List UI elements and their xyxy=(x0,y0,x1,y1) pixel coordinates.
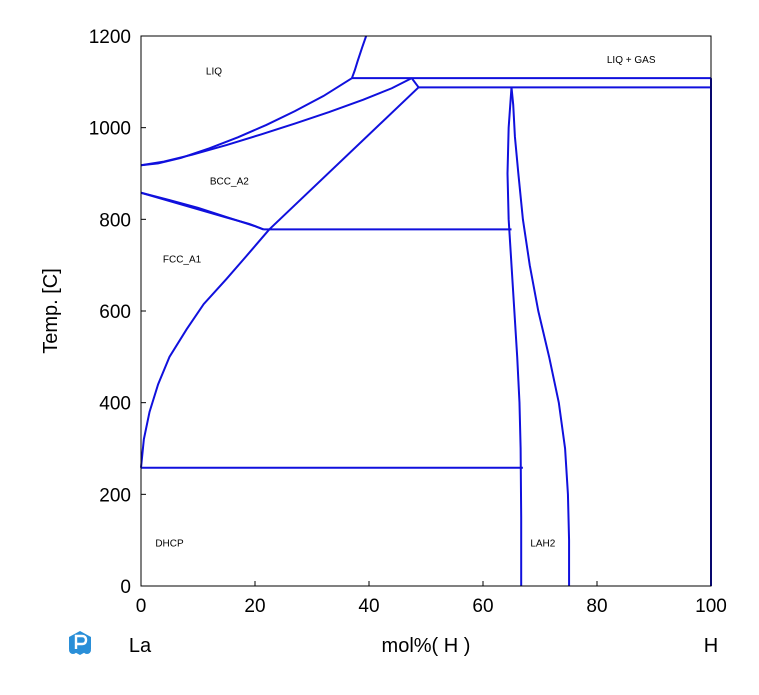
phase-boundary-line-14 xyxy=(510,87,571,586)
y-tick-label: 200 xyxy=(99,485,131,506)
x-tick-label: 60 xyxy=(472,596,493,617)
phase-boundary-line-8 xyxy=(140,191,264,231)
x-axis-title: mol%( H ) xyxy=(382,635,471,657)
phase-boundaries xyxy=(140,35,712,586)
region-label: DHCP xyxy=(155,538,184,549)
software-logo-icon xyxy=(69,631,91,655)
phase-boundary-line-10 xyxy=(268,86,420,231)
region-label: LAH2 xyxy=(530,538,555,549)
region-label: BCC_A2 xyxy=(210,176,249,187)
y-tick-label: 0 xyxy=(120,577,131,598)
plot-frame xyxy=(140,35,712,587)
y-tick-label: 800 xyxy=(99,210,131,231)
x-right-element-label: H xyxy=(704,635,718,657)
y-tick-label: 600 xyxy=(99,302,131,323)
region-labels: LIQ LIQ + GAS BCC_A2 FCC_A1 DHCP LAH2 xyxy=(155,55,656,550)
x-tick-label: 20 xyxy=(244,596,265,617)
phase-boundary-line-5 xyxy=(410,77,420,88)
phase-boundary-line-2 xyxy=(140,77,353,167)
phase-boundary-line-11 xyxy=(140,228,271,468)
region-label: LIQ xyxy=(206,66,222,77)
x-tick-label: 100 xyxy=(695,596,727,617)
phase-boundary-line-3 xyxy=(140,77,413,167)
region-label: LIQ + GAS xyxy=(607,55,656,66)
x-tick-label: 80 xyxy=(586,596,607,617)
y-tick-label: 1200 xyxy=(89,27,131,48)
phase-boundary-line-1 xyxy=(350,35,368,79)
x-tick-label: 0 xyxy=(136,596,147,617)
phase-boundary-line-13 xyxy=(506,87,523,586)
y-axis-title: Temp. [C] xyxy=(40,268,62,354)
x-left-element-label: La xyxy=(129,635,152,657)
y-tick-label: 1000 xyxy=(89,119,131,140)
x-tick-label: 40 xyxy=(358,596,379,617)
region-label: FCC_A1 xyxy=(163,254,202,265)
y-tick-label: 400 xyxy=(99,394,131,415)
